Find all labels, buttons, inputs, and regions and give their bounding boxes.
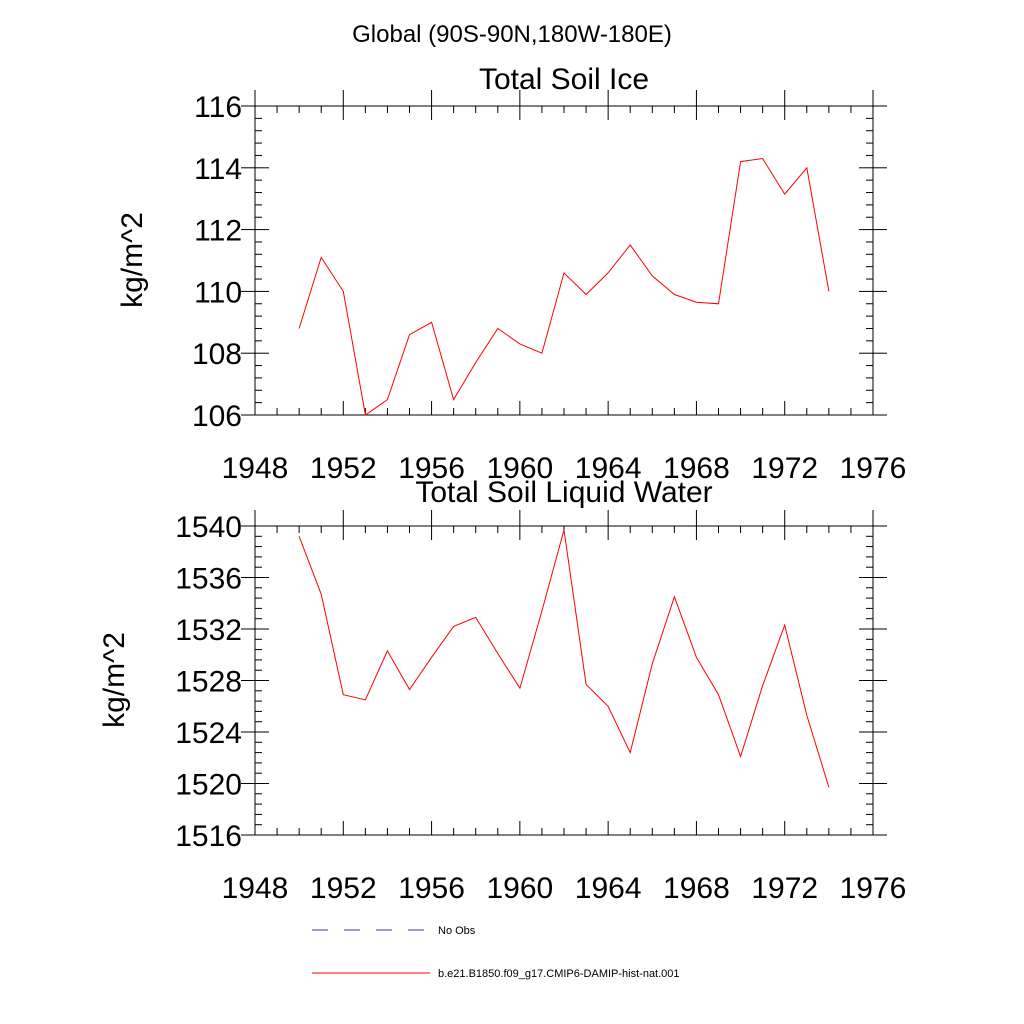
- series-line: [298, 157, 830, 416]
- y-tick-label: 110: [194, 276, 242, 309]
- y-tick-label: 1532: [175, 614, 242, 647]
- x-tick-label: 1976: [840, 452, 907, 485]
- y-axis-label: kg/m^2: [116, 212, 149, 308]
- x-tick-label: 1952: [310, 872, 377, 905]
- y-tick-label: 1520: [175, 769, 242, 802]
- plot-frame: [254, 105, 874, 416]
- legend-label-hist-nat: b.e21.B1850.f09_g17.CMIP6-DAMIP-hist-nat…: [438, 968, 680, 980]
- x-tick-label: 1964: [575, 452, 642, 485]
- series-line: [298, 529, 830, 788]
- y-tick-label: 1528: [175, 666, 242, 699]
- x-tick-label: 1952: [310, 452, 377, 485]
- axis-tick-labels: 1948 1952 1956 1960 1964 1968 1972 1976 106 108 11…: [192, 91, 906, 485]
- panel-total-soil-ice: Total Soil Ice kg/m^2 1948 1952 1956 1960 19…: [116, 63, 906, 485]
- plot-frame: [254, 525, 874, 836]
- x-tick-label: 1968: [663, 452, 730, 485]
- x-tick-label: 1948: [222, 872, 289, 905]
- x-tick-label: 1964: [575, 872, 642, 905]
- figure-suptitle: Global (90S-90N,180W-180E): [352, 21, 672, 48]
- x-tick-label: 1948: [222, 452, 289, 485]
- panel-title: Total Soil Liquid Water: [415, 476, 712, 509]
- y-tick-label: 1516: [175, 820, 242, 853]
- x-tick-label: 1960: [486, 872, 553, 905]
- y-tick-label: 106: [192, 400, 242, 433]
- panel-title: Total Soil Ice: [479, 63, 649, 96]
- x-tick-label: 1956: [398, 872, 465, 905]
- x-tick-label: 1972: [751, 872, 818, 905]
- axis-tick-labels: 1948 1952 1956 1960 1964 1968 1972 1976 1516 1520…: [175, 511, 906, 905]
- y-tick-label: 114: [194, 153, 242, 186]
- legend-label-no-obs: No Obs: [438, 925, 476, 937]
- x-tick-label: 1972: [751, 452, 818, 485]
- y-tick-label: 116: [194, 91, 242, 124]
- y-axis-label: kg/m^2: [98, 632, 131, 728]
- axis-ticks: [241, 90, 887, 416]
- series-lines: [298, 529, 830, 788]
- y-tick-label: 1540: [175, 511, 242, 544]
- x-tick-label: 1956: [398, 452, 465, 485]
- x-tick-label: 1968: [663, 872, 730, 905]
- y-tick-label: 112: [194, 215, 242, 248]
- series-lines: [298, 157, 830, 416]
- legend: No Obs b.e21.B1850.f09_g17.CMIP6-DAMIP-h…: [312, 925, 680, 980]
- y-tick-label: 1524: [175, 717, 242, 750]
- axis-ticks: [241, 510, 887, 836]
- x-tick-label: 1976: [840, 872, 907, 905]
- y-tick-label: 108: [192, 338, 242, 371]
- panel-total-soil-liquid-water: Total Soil Liquid Water kg/m^2 1948 1952 1…: [98, 476, 906, 905]
- x-tick-label: 1960: [486, 452, 553, 485]
- y-tick-label: 1536: [175, 563, 242, 596]
